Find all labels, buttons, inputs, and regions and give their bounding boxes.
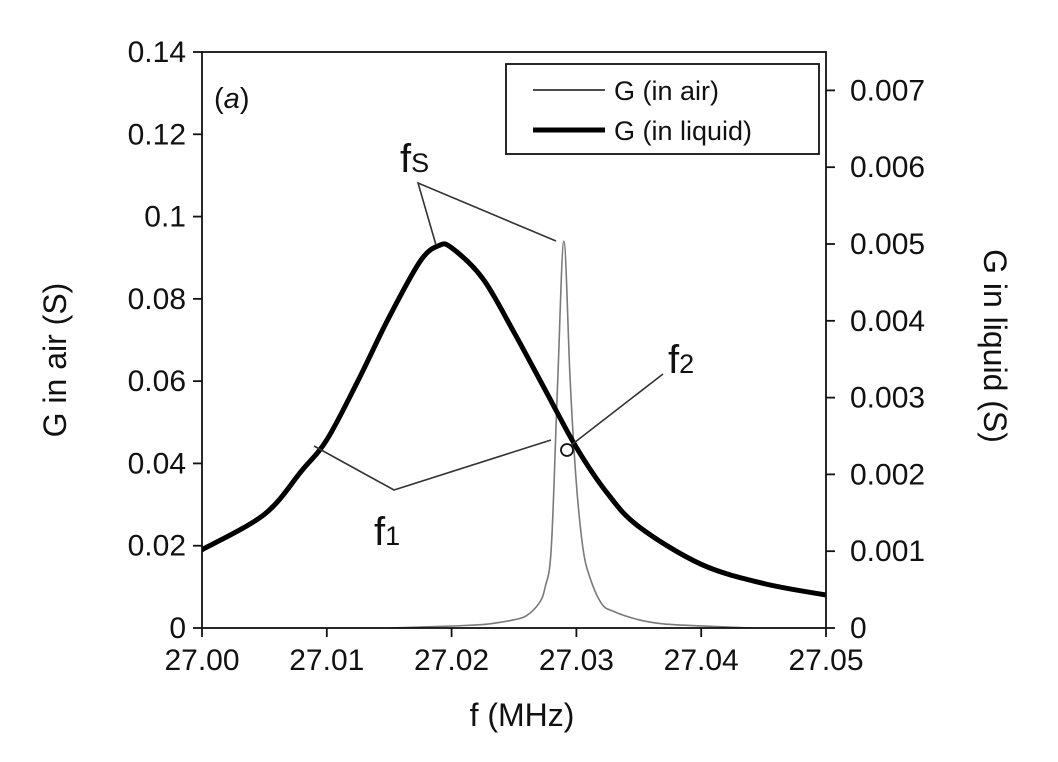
curves-layer	[202, 240, 826, 628]
y-left-tick-label: 0.1	[144, 201, 186, 234]
y-right-tick-label: 0.002	[850, 458, 925, 491]
annotation-f2-sub: 2	[679, 349, 694, 379]
y-left-tick-label: 0.08	[128, 283, 186, 316]
annotation-f2-leader	[569, 373, 664, 447]
y-right-tick-label: 0.003	[850, 382, 925, 415]
x-axis-title: f (MHz)	[470, 697, 575, 733]
plot-frame	[201, 51, 827, 629]
annotation-f1-sub: 1	[385, 521, 400, 551]
x-tick-label: 27.00	[164, 644, 239, 677]
legend-label: G (in liquid)	[614, 116, 752, 146]
annotation-f2: f2	[668, 338, 694, 382]
legend: G (in air) G (in liquid)	[505, 63, 820, 155]
y-right-axis-title: G in liquid (S)	[977, 249, 1013, 443]
y-right-tick-label: 0.004	[850, 305, 925, 338]
crossing-point-marker	[560, 443, 574, 457]
annotation-fs-sub: S	[411, 148, 429, 178]
series-line-g-in-air	[388, 240, 752, 628]
x-tick-label: 27.04	[664, 644, 739, 677]
legend-label: G (in air)	[614, 76, 719, 106]
y-right-tick-label: 0.007	[850, 74, 925, 107]
x-tick-label: 27.05	[788, 644, 863, 677]
y-right-tick-label: 0.006	[850, 151, 925, 184]
y-left-tick-label: 0.02	[128, 530, 186, 563]
series-line-g-in-liquid	[202, 241, 826, 598]
y-left-tick-label: 0	[169, 612, 186, 645]
y-right-tick-label: 0.005	[850, 228, 925, 261]
y-left-tick-label: 0.14	[128, 36, 186, 69]
x-tick-label: 27.02	[414, 644, 489, 677]
annotation-f1: f1	[374, 510, 400, 554]
annotation-fs-main: f	[400, 137, 412, 181]
panel-label: (a)	[214, 83, 249, 115]
annotation-fs: fS	[400, 137, 429, 181]
y-left-tick-label: 0.12	[128, 118, 186, 151]
y-left-axis-title: G in air (S)	[37, 283, 73, 438]
panel-label-close: )	[240, 83, 250, 115]
panel-label-open: (	[214, 83, 224, 115]
annotation-f1-main: f	[374, 510, 386, 554]
y-right-tick-label: 0.001	[850, 535, 925, 568]
y-right-tick-label: 0	[850, 612, 867, 645]
axes-layer: 27.00 27.01 27.02 27.03 27.04 27.0500.020.040…	[37, 36, 1013, 733]
annotation-fs-leader	[416, 181, 557, 246]
x-tick-label: 27.01	[289, 644, 364, 677]
annotation-f1-leader	[313, 439, 552, 491]
y-left-tick-label: 0.06	[128, 365, 186, 398]
x-tick-label: 27.03	[539, 644, 614, 677]
annotation-f2-main: f	[668, 338, 680, 382]
legend-box	[505, 63, 820, 155]
y-left-tick-label: 0.04	[128, 447, 186, 480]
panel-label-letter: a	[224, 83, 240, 115]
